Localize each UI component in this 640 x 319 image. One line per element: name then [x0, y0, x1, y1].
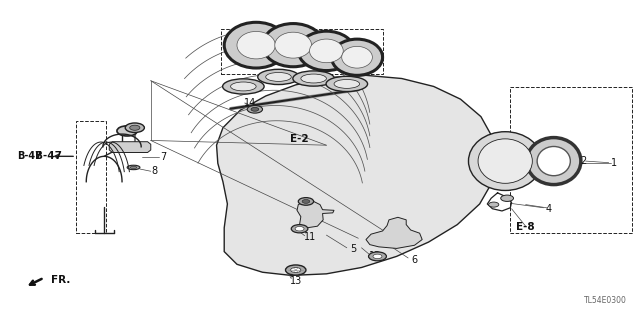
Text: 3: 3	[252, 49, 258, 59]
Circle shape	[234, 37, 243, 42]
Ellipse shape	[478, 139, 532, 183]
Ellipse shape	[230, 82, 256, 91]
Text: 2: 2	[580, 156, 586, 166]
Text: 5: 5	[350, 244, 356, 254]
Text: 8: 8	[151, 166, 157, 176]
Text: 4: 4	[545, 204, 552, 214]
Polygon shape	[366, 217, 422, 249]
Circle shape	[291, 225, 308, 233]
Text: 11: 11	[234, 34, 246, 44]
Text: FR.: FR.	[51, 275, 70, 285]
Text: B-47: B-47	[35, 151, 62, 161]
Ellipse shape	[342, 46, 372, 68]
Circle shape	[247, 106, 262, 113]
Circle shape	[302, 199, 310, 203]
Ellipse shape	[266, 72, 291, 81]
Text: 6: 6	[412, 255, 417, 264]
Bar	[221, 29, 383, 74]
Polygon shape	[297, 201, 334, 228]
Circle shape	[251, 108, 259, 111]
Ellipse shape	[310, 39, 343, 63]
Ellipse shape	[468, 132, 542, 190]
Ellipse shape	[293, 71, 334, 86]
Circle shape	[500, 195, 513, 201]
Text: 14: 14	[244, 98, 256, 108]
Bar	[76, 122, 106, 233]
Polygon shape	[216, 75, 495, 275]
Circle shape	[369, 252, 387, 261]
Text: E-2: E-2	[291, 134, 309, 144]
Circle shape	[230, 35, 246, 44]
Ellipse shape	[127, 165, 140, 170]
Ellipse shape	[527, 137, 581, 185]
Circle shape	[130, 125, 140, 130]
Circle shape	[298, 197, 314, 205]
Ellipse shape	[334, 79, 360, 88]
Text: E-2: E-2	[304, 53, 323, 63]
Text: 3: 3	[322, 58, 328, 67]
Ellipse shape	[301, 74, 326, 83]
Ellipse shape	[298, 31, 355, 70]
Circle shape	[117, 126, 138, 136]
Circle shape	[285, 265, 306, 275]
Polygon shape	[109, 142, 151, 152]
Ellipse shape	[237, 32, 275, 59]
Circle shape	[125, 123, 145, 132]
Ellipse shape	[223, 79, 264, 94]
Text: 13: 13	[290, 276, 302, 286]
Text: 3: 3	[353, 63, 358, 72]
Text: 12: 12	[369, 251, 381, 261]
Bar	[510, 87, 632, 233]
Circle shape	[291, 268, 301, 272]
Ellipse shape	[332, 39, 383, 75]
Text: 1: 1	[611, 158, 617, 168]
Text: 10: 10	[132, 124, 144, 134]
Circle shape	[488, 202, 499, 207]
Text: TL54E0300: TL54E0300	[584, 296, 627, 305]
Ellipse shape	[326, 76, 367, 92]
Circle shape	[295, 226, 304, 231]
Text: 11: 11	[303, 232, 316, 242]
Text: B-47: B-47	[17, 151, 42, 161]
Ellipse shape	[275, 32, 312, 58]
Ellipse shape	[131, 166, 137, 168]
Circle shape	[373, 254, 382, 259]
Ellipse shape	[224, 22, 288, 68]
Text: 7: 7	[160, 152, 166, 162]
Text: E-8: E-8	[516, 222, 535, 232]
Ellipse shape	[258, 69, 300, 85]
Text: 9: 9	[310, 207, 317, 217]
Text: 3: 3	[289, 52, 294, 61]
Ellipse shape	[537, 146, 570, 176]
Ellipse shape	[262, 24, 324, 67]
